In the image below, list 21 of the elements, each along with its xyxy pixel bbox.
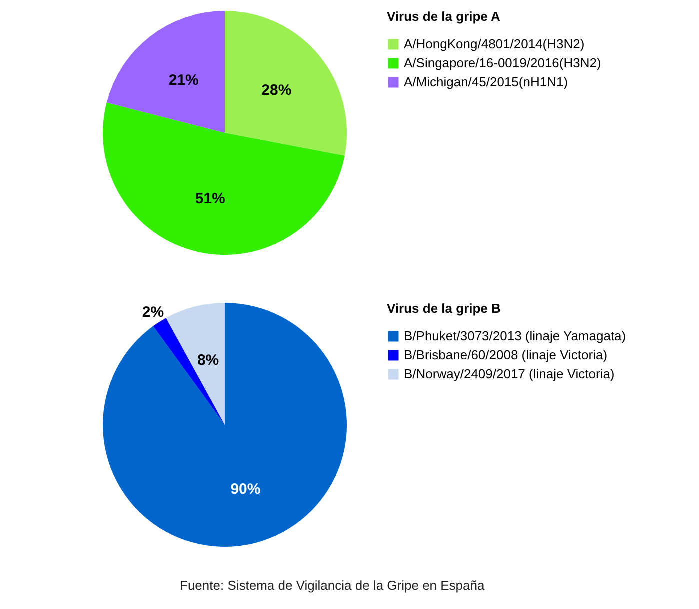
legend-title: Virus de la gripe B xyxy=(387,301,501,316)
data-label: 90% xyxy=(230,480,261,498)
data-label: 51% xyxy=(195,190,226,208)
data-label: 2% xyxy=(142,304,164,321)
pie-slice xyxy=(225,11,347,156)
legend-label: A/Singapore/16-0019/2016(H3N2) xyxy=(404,56,602,70)
pie-slice xyxy=(153,318,225,425)
data-label: 21% xyxy=(168,72,199,89)
legend-label: B/Brisbane/60/2008 (linaje Victoria) xyxy=(404,348,608,362)
legend-label: B/Phuket/3073/2013 (linaje Yamagata) xyxy=(404,328,626,344)
source-note: Fuente: Sistema de Vigilancia de la Gripe en España xyxy=(180,578,486,593)
data-label: 28% xyxy=(262,82,292,100)
pie-slice xyxy=(166,303,225,425)
pie-slice xyxy=(103,303,347,547)
data-label: 8% xyxy=(197,352,220,370)
legend-label: B/Norway/2409/2017 (linaje Victoria) xyxy=(404,366,615,382)
pie-slice xyxy=(103,102,345,255)
legend-label: A/HongKong/4801/2014(H3N2) xyxy=(404,36,585,52)
pie-slice xyxy=(106,11,225,133)
legend-label: A/Michigan/45/2015(nH1N1) xyxy=(404,74,568,90)
legend-title: Virus de la gripe A xyxy=(387,9,502,24)
